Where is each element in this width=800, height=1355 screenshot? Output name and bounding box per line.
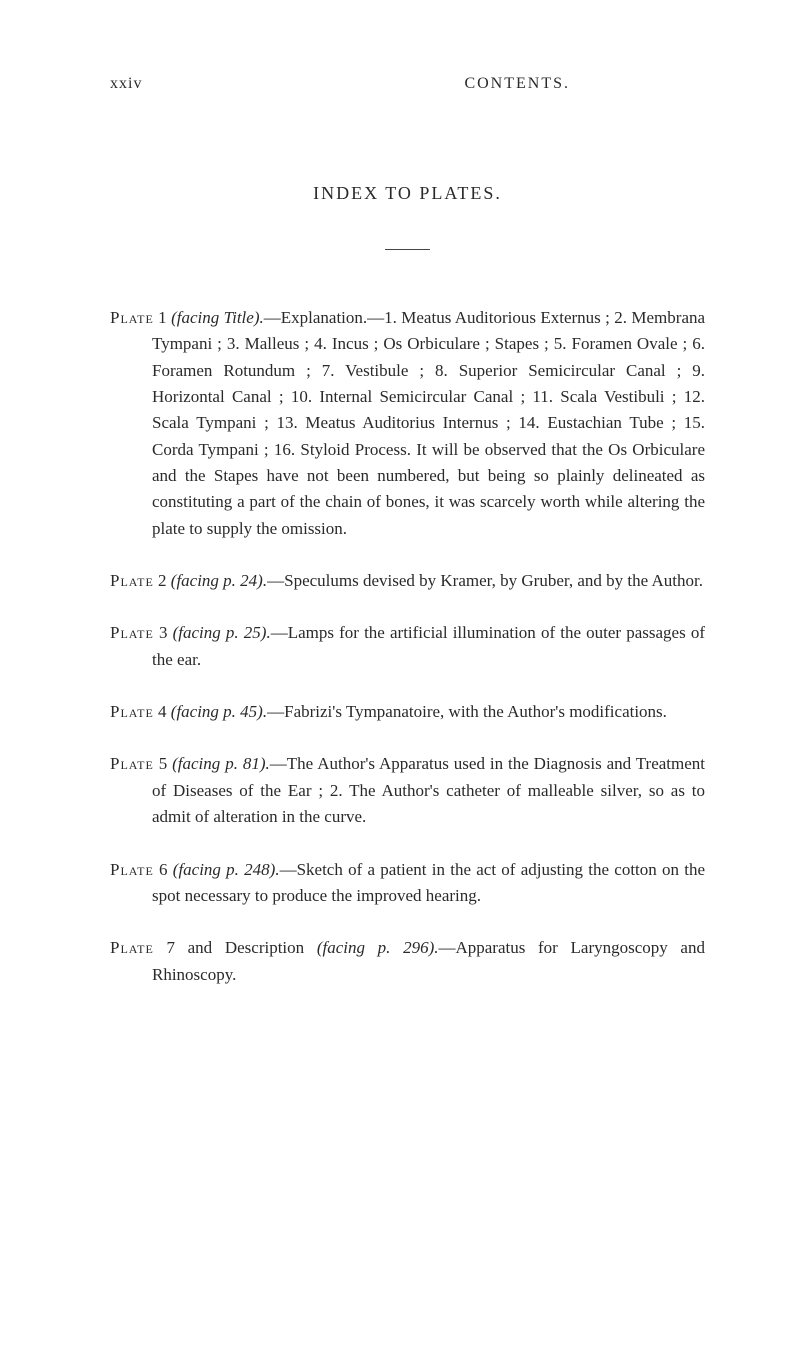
plate-label: Plate	[110, 623, 154, 642]
plate-label: Plate	[110, 938, 154, 957]
plate-facing-prefix: and Description	[188, 938, 305, 957]
plate-label: Plate	[110, 702, 154, 721]
plate-text: —Speculums devised by Kramer, by Gruber,…	[267, 571, 703, 590]
plate-number: 2	[158, 571, 167, 590]
plate-entry: Plate 7 and Description (facing p. 296).…	[110, 935, 705, 988]
index-title: INDEX TO PLATES.	[110, 183, 705, 204]
plate-label: Plate	[110, 860, 154, 879]
plate-entry: Plate 6 (facing p. 248).—Sketch of a pat…	[110, 857, 705, 910]
plate-label: Plate	[110, 308, 154, 327]
plate-facing: (facing Title).	[171, 308, 264, 327]
plate-label: Plate	[110, 571, 154, 590]
title-divider	[385, 249, 430, 250]
entry-list: Plate 1 (facing Title).—Explanation.—1. …	[110, 305, 705, 988]
page-number: xxiv	[110, 75, 142, 93]
running-title: CONTENTS.	[464, 75, 570, 93]
plate-number: 1	[158, 308, 167, 327]
plate-facing: (facing p. 296).	[317, 938, 439, 957]
plate-number: 7	[166, 938, 175, 957]
plate-facing: (facing p. 45).	[171, 702, 267, 721]
plate-number: 4	[158, 702, 167, 721]
plate-number: 3	[159, 623, 168, 642]
plate-facing: (facing p. 81).	[172, 754, 270, 773]
plate-text: —Explanation.—1. Meatus Auditorious Exte…	[152, 308, 705, 538]
plate-number: 5	[159, 754, 168, 773]
plate-text: —Fabrizi's Tympanatoire, with the Author…	[267, 702, 667, 721]
plate-entry: Plate 3 (facing p. 25).—Lamps for the ar…	[110, 620, 705, 673]
running-header: xxiv CONTENTS.	[110, 75, 705, 93]
plate-label: Plate	[110, 754, 154, 773]
plate-entry: Plate 4 (facing p. 45).—Fabrizi's Tympan…	[110, 699, 705, 725]
plate-facing: (facing p. 248).	[173, 860, 280, 879]
plate-entry: Plate 5 (facing p. 81).—The Author's App…	[110, 751, 705, 830]
plate-number: 6	[159, 860, 168, 879]
plate-entry: Plate 2 (facing p. 24).—Speculums devise…	[110, 568, 705, 594]
plate-facing: (facing p. 24).	[171, 571, 267, 590]
plate-facing: (facing p. 25).	[173, 623, 271, 642]
plate-entry: Plate 1 (facing Title).—Explanation.—1. …	[110, 305, 705, 542]
